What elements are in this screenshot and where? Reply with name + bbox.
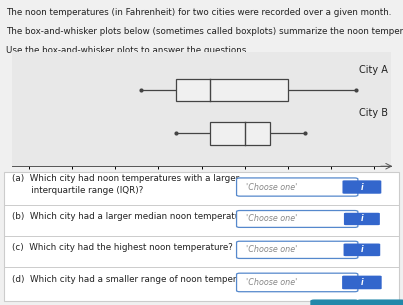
Text: (a)  Which city had noon temperatures with a larger
       interquartile range (: (a) Which city had noon temperatures wit… [12,174,239,195]
Text: (d)  Which city had a smaller range of noon temperatures?: (d) Which city had a smaller range of no… [12,275,269,284]
FancyBboxPatch shape [310,300,359,305]
Text: Use the box-and-whisker plots to answer the questions.: Use the box-and-whisker plots to answer … [6,46,249,55]
Text: (c)  Which city had the highest noon temperature?: (c) Which city had the highest noon temp… [12,242,233,252]
Text: The noon temperatures (in Fahrenheit) for two cities were recorded over a given : The noon temperatures (in Fahrenheit) fo… [6,8,391,17]
FancyBboxPatch shape [237,178,358,196]
Text: 'Choose one': 'Choose one' [246,278,297,287]
Text: (b)  Which city had a larger median noon temperature?: (b) Which city had a larger median noon … [12,212,254,221]
Text: City B: City B [359,108,388,118]
Text: 'Choose one': 'Choose one' [246,214,297,224]
Text: 'Choose one': 'Choose one' [246,245,297,254]
FancyBboxPatch shape [4,172,399,301]
Bar [210,122,270,145]
Text: i: i [361,278,363,287]
FancyBboxPatch shape [344,213,380,225]
FancyBboxPatch shape [343,180,381,194]
Text: i: i [361,214,363,224]
FancyBboxPatch shape [237,210,358,228]
Text: The box-and-whisker plots below (sometimes called boxplots) summarize the noon t: The box-and-whisker plots below (sometim… [6,27,403,36]
Text: i: i [361,182,363,192]
FancyBboxPatch shape [342,276,382,289]
FancyBboxPatch shape [237,273,358,292]
FancyBboxPatch shape [343,243,380,256]
X-axis label: Noon temperature (in Fahrenheit): Noon temperature (in Fahrenheit) [102,185,301,195]
FancyBboxPatch shape [237,241,358,258]
Text: i: i [361,245,363,254]
Bar [176,78,288,101]
FancyBboxPatch shape [357,300,403,305]
Text: City A: City A [359,65,388,75]
Text: 'Choose one': 'Choose one' [246,182,297,192]
